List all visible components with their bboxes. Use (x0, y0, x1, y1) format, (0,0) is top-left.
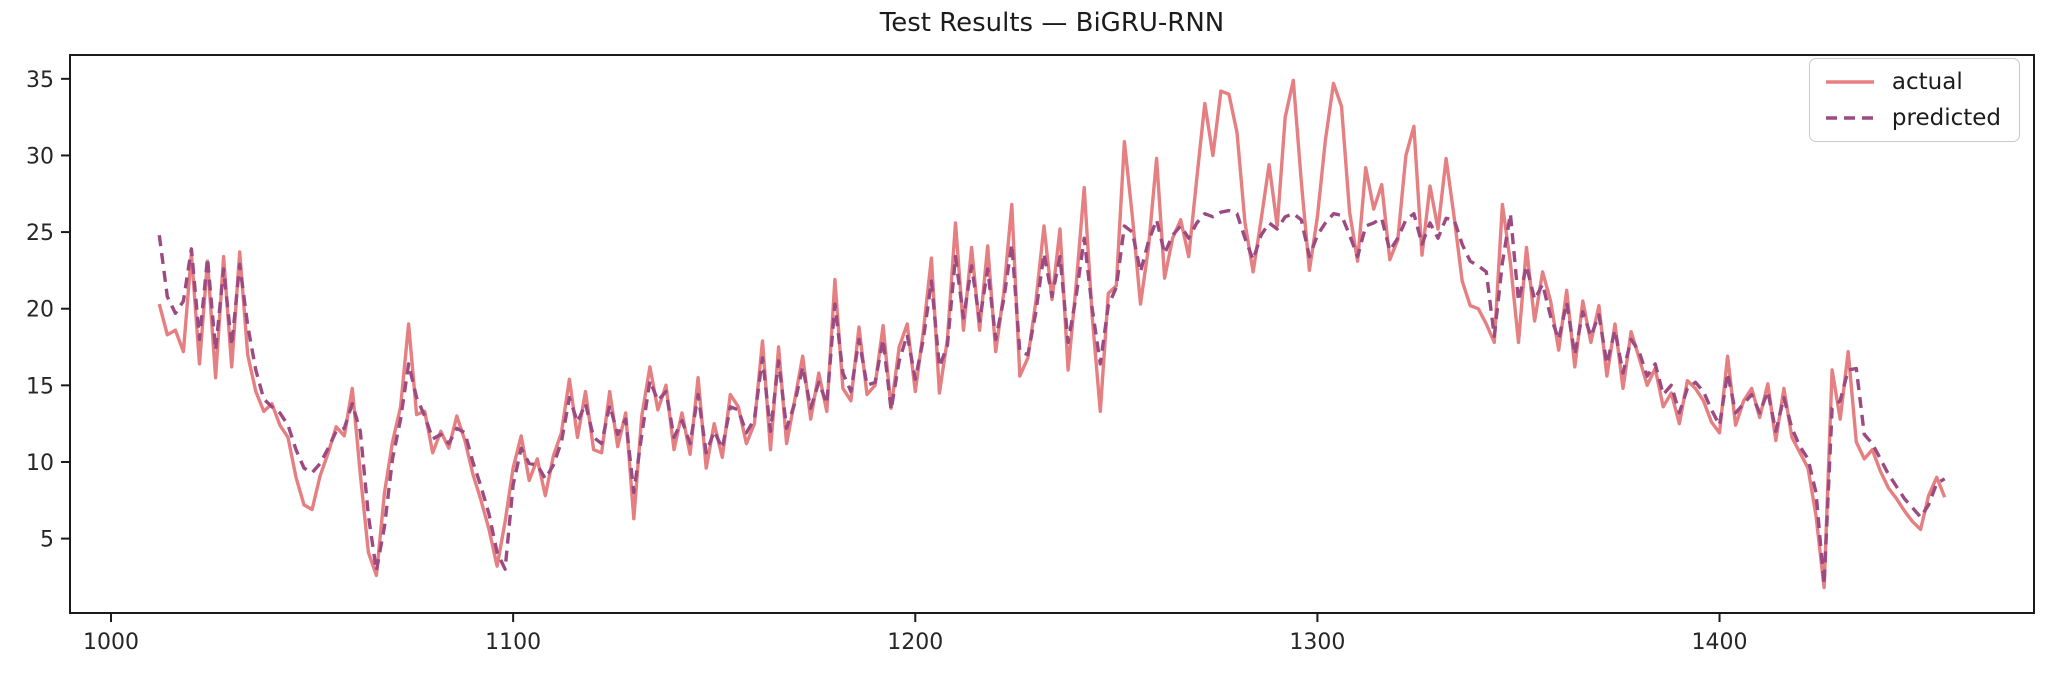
plot-frame (69, 54, 2035, 614)
y-tick-label: 35 (26, 68, 54, 93)
y-tick-label: 10 (26, 451, 54, 476)
legend: actual predicted (1808, 58, 2020, 142)
legend-line-solid-icon (1825, 80, 1874, 84)
series-line-actual (157, 78, 1947, 590)
y-tick-label: 20 (26, 298, 54, 323)
x-tick-label: 1100 (485, 630, 541, 655)
x-tick-label: 1000 (83, 630, 139, 655)
legend-line-dashed-icon (1825, 116, 1874, 120)
y-tick-label: 5 (40, 528, 54, 553)
x-tick-label: 1200 (887, 630, 943, 655)
legend-entry-actual: actual (1824, 69, 2001, 95)
chart-title: Test Results — BiGRU-RNN (879, 8, 1225, 38)
y-tick-label: 25 (26, 221, 54, 246)
y-tick-label: 30 (26, 144, 54, 169)
legend-label-actual: actual (1891, 69, 1963, 95)
series-line-predicted (157, 208, 1946, 587)
y-tick-label: 15 (26, 374, 54, 399)
x-tick-label: 1300 (1289, 630, 1345, 655)
legend-label-predicted: predicted (1891, 105, 2001, 131)
legend-entry-predicted: predicted (1824, 105, 2001, 131)
x-tick-label: 1400 (1692, 630, 1748, 655)
